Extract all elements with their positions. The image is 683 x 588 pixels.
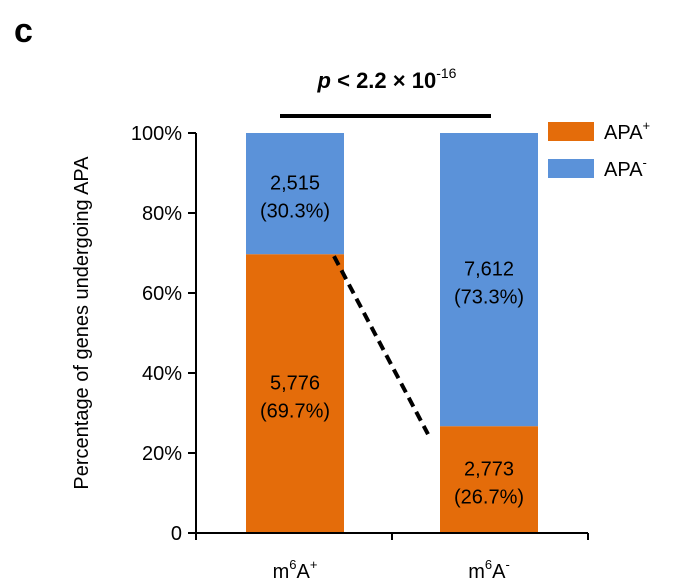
bar-segment (440, 133, 538, 427)
p-value-label: p < 2.2 × 10-16 (317, 65, 457, 93)
bar-percent-label: (30.3%) (260, 201, 330, 223)
panel-label: c (14, 12, 33, 50)
x-tick-label: m6A- (468, 557, 510, 583)
y-axis-title: Percentage of genes undergoing APA (71, 156, 93, 490)
bar-segment (246, 133, 344, 255)
x-axis: m6A+ m6A- (195, 532, 589, 583)
bar-percent-label: (73.3%) (454, 287, 524, 309)
y-tick-label: 100% (131, 123, 182, 145)
legend: APA+ APA- (548, 118, 650, 181)
bar-count-label: 2,773 (464, 459, 514, 481)
bar-percent-label: (26.7%) (454, 487, 524, 509)
bar-count-label: 5,776 (270, 373, 320, 395)
bar-segment (440, 426, 538, 533)
y-axis: 0 20% 40% 60% 80% 100% Percentage of genes und… (71, 123, 197, 545)
y-tick-label: 0 (171, 523, 182, 545)
bar-percent-label: (69.7%) (260, 401, 330, 423)
bar-labels: 5,776 (69.7%) 2,515 (30.3%) 2,773 (26.7%) 7,61… (260, 173, 524, 509)
y-tick-label: 60% (142, 283, 182, 305)
legend-swatch (548, 159, 594, 178)
bar-count-label: 7,612 (464, 259, 514, 281)
bar-segment (246, 254, 344, 533)
x-tick-label: m6A+ (273, 557, 318, 583)
legend-swatch (548, 122, 594, 141)
significance-annotation: p < 2.2 × 10-16 (280, 65, 491, 118)
y-tick-label: 80% (142, 203, 182, 225)
dashed-connector (332, 255, 430, 436)
legend-label: APA+ (604, 118, 650, 144)
bars (246, 133, 538, 533)
y-tick-label: 40% (142, 363, 182, 385)
bar-count-label: 2,515 (270, 173, 320, 195)
legend-label: APA- (604, 155, 647, 181)
y-tick-label: 20% (142, 443, 182, 465)
